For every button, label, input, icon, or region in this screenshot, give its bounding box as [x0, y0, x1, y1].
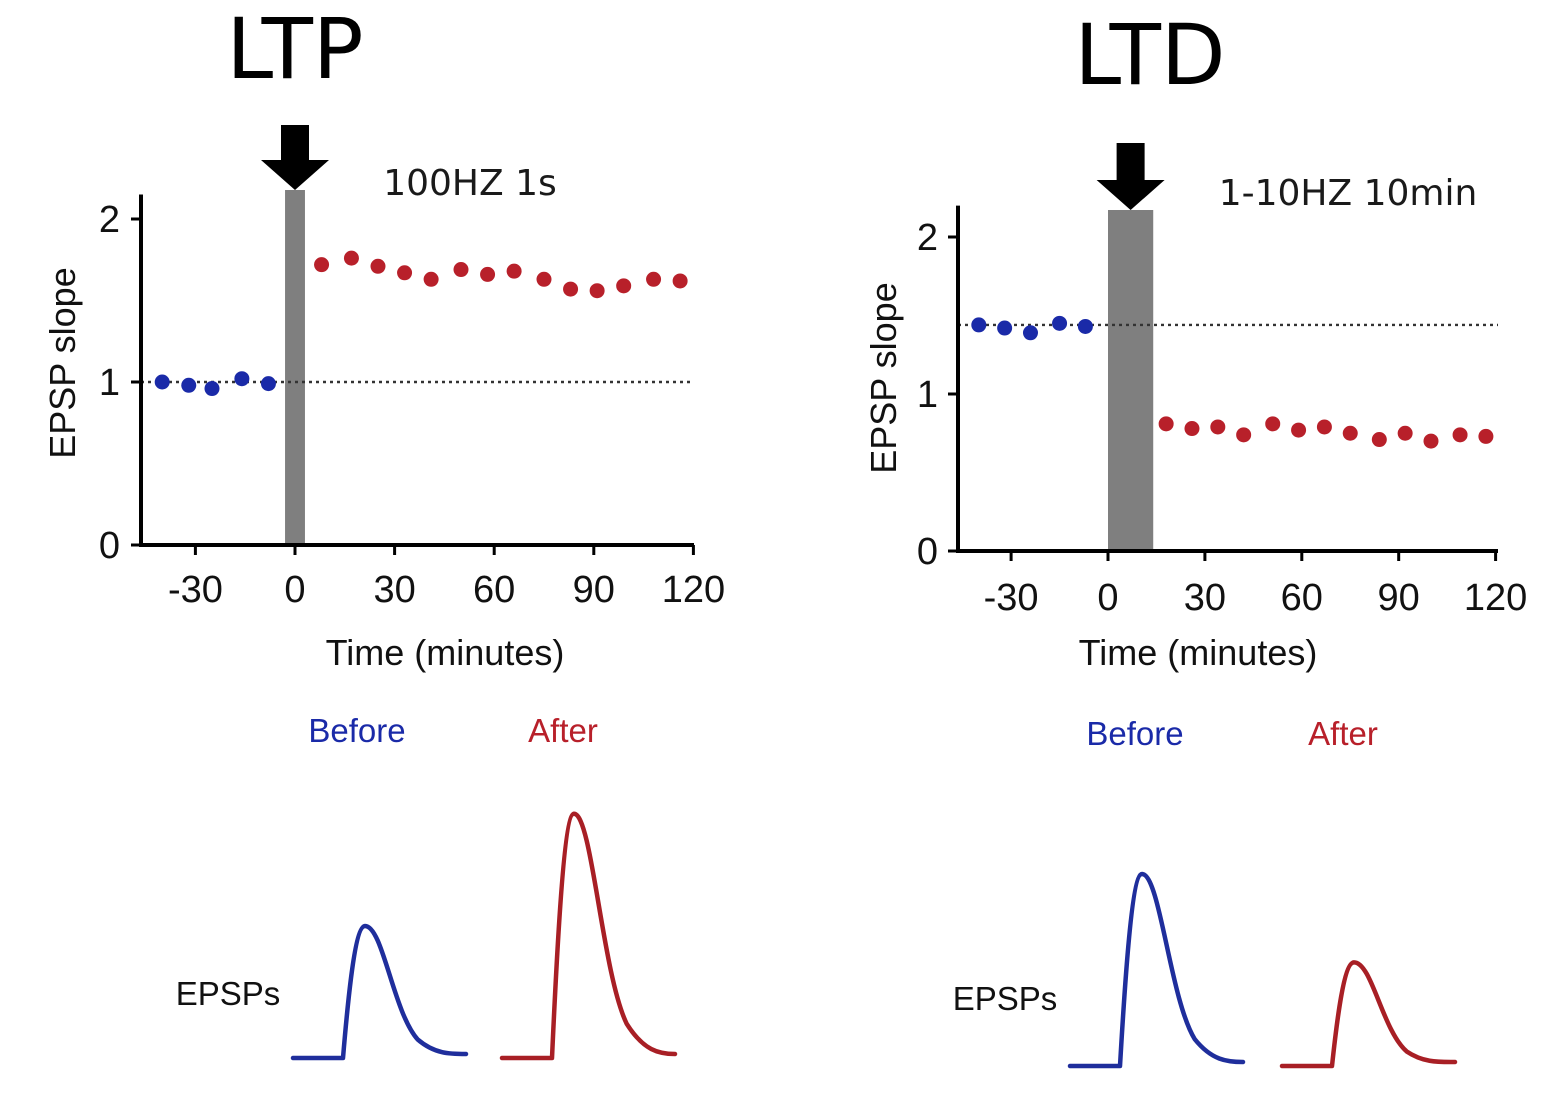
after-data-point: [1478, 428, 1494, 444]
after-data-point: [563, 281, 579, 297]
before-data-point: [997, 320, 1013, 336]
x-tick-label: 90: [573, 569, 615, 611]
x-tick-label: 120: [662, 569, 725, 611]
before-epsp-trace: [1067, 871, 1246, 1069]
x-tick-label: 120: [1464, 577, 1527, 619]
y-tick-label: 2: [99, 199, 120, 241]
after-data-point: [672, 273, 688, 289]
epsps-label: EPSPs: [176, 975, 281, 1012]
after-data-point: [1452, 427, 1468, 443]
chart-title: LTD: [1074, 6, 1225, 104]
x-tick-label: 60: [1281, 577, 1323, 619]
after-trace-label: After: [528, 712, 598, 749]
stimulus-bar: [285, 190, 305, 545]
down-arrow-icon: [261, 125, 329, 190]
after-data-point: [397, 265, 413, 281]
before-trace-label: Before: [308, 712, 405, 749]
x-tick-label: -30: [168, 569, 223, 611]
after-data-point: [646, 271, 662, 287]
stimulus-protocol-label: 100HZ 1s: [383, 163, 557, 204]
after-data-point: [370, 258, 386, 274]
before-data-point: [260, 376, 276, 392]
before-data-point: [181, 377, 197, 393]
after-series: [1158, 416, 1494, 449]
before-data-point: [971, 317, 987, 333]
before-data-point: [234, 371, 250, 387]
after-series: [314, 250, 688, 299]
x-tick-label: 90: [1378, 577, 1420, 619]
chart-title: LTP: [226, 0, 363, 98]
after-data-point: [1236, 427, 1252, 443]
stimulus-protocol-label: 1-10HZ 10min: [1219, 173, 1478, 214]
after-data-point: [480, 266, 496, 282]
after-data-point: [453, 262, 469, 278]
y-tick-label: 1: [99, 362, 120, 404]
after-data-point: [314, 257, 330, 273]
axes-line: [956, 205, 1498, 553]
y-tick-label: 2: [917, 217, 938, 259]
y-tick-label: 1: [917, 374, 938, 416]
before-data-point: [1077, 318, 1093, 334]
before-trace-label: Before: [1086, 715, 1183, 752]
after-data-point: [1423, 433, 1439, 449]
epsps-label: EPSPs: [953, 980, 1058, 1017]
after-data-point: [506, 263, 522, 279]
before-data-point: [204, 381, 220, 397]
after-data-point: [1184, 421, 1200, 437]
after-data-point: [1291, 422, 1307, 438]
after-data-point: [343, 250, 359, 266]
x-tick-label: 30: [1184, 577, 1226, 619]
after-data-point: [423, 271, 439, 287]
y-axis-label: EPSP slope: [863, 282, 904, 473]
after-data-point: [1342, 425, 1358, 441]
y-tick-label: 0: [917, 531, 938, 573]
before-epsp-trace: [290, 923, 469, 1061]
before-data-point: [1022, 325, 1038, 341]
ltp-panel: LTP 100HZ 1s 0 1 2 -30 0 30 60 90 120 Time (minutes…: [42, 0, 725, 1061]
before-data-point: [154, 374, 170, 390]
after-data-point: [536, 271, 552, 287]
down-arrow-icon: [1096, 143, 1165, 210]
before-series: [154, 371, 276, 397]
x-axis-label: Time (minutes): [1079, 632, 1318, 673]
x-tick-label: 0: [284, 569, 305, 611]
stimulus-bar: [1108, 210, 1154, 551]
x-tick-label: -30: [984, 577, 1039, 619]
before-data-point: [1052, 315, 1068, 331]
x-axis-label: Time (minutes): [326, 632, 565, 673]
y-tick-label: 0: [99, 525, 120, 567]
after-data-point: [1316, 419, 1332, 435]
after-data-point: [1397, 425, 1413, 441]
before-series: [971, 315, 1093, 341]
after-data-point: [1210, 419, 1226, 435]
after-data-point: [616, 278, 632, 294]
axes-line: [139, 194, 694, 547]
ltd-panel: LTD 1-10HZ 10min 0 1 2 -30 0 30 60 90 120 Time (min…: [863, 6, 1527, 1069]
x-tick-label: 30: [373, 569, 415, 611]
x-tick-label: 0: [1097, 577, 1118, 619]
after-data-point: [1158, 416, 1174, 432]
after-trace-label: After: [1308, 715, 1378, 752]
after-epsp-trace: [499, 811, 678, 1061]
after-data-point: [1371, 432, 1387, 448]
after-epsp-trace: [1279, 960, 1458, 1069]
after-data-point: [1265, 416, 1281, 432]
x-tick-label: 60: [473, 569, 515, 611]
after-data-point: [589, 283, 605, 299]
y-axis-label: EPSP slope: [42, 267, 83, 458]
